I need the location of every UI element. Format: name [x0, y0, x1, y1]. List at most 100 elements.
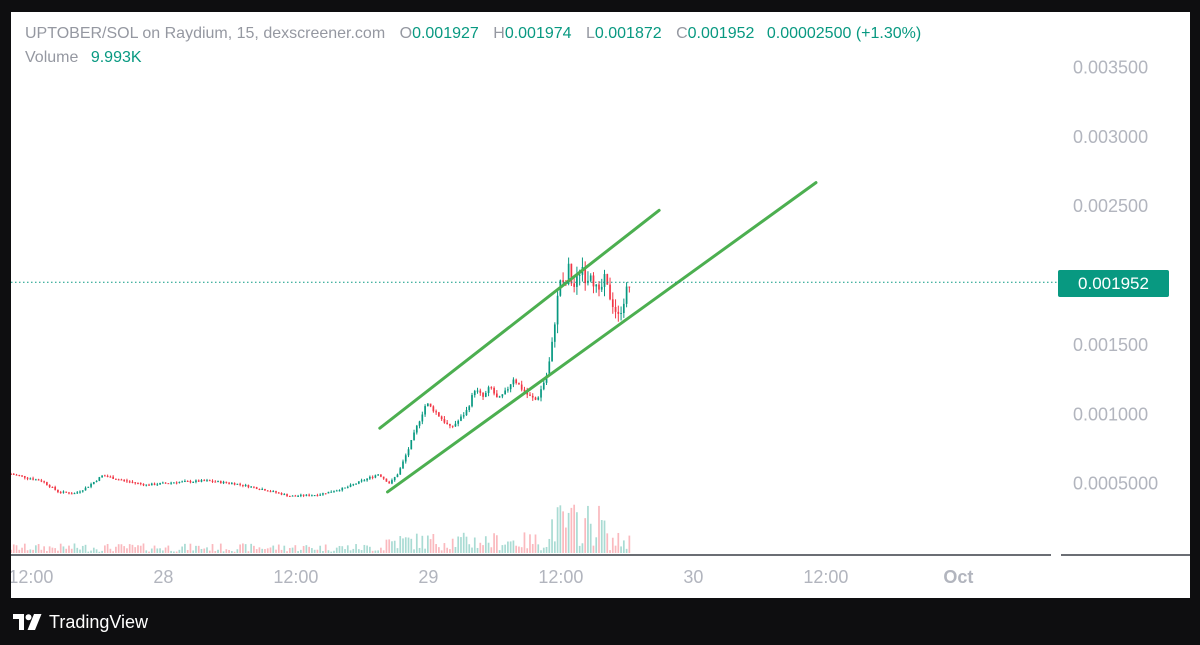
- volume-bar: [576, 512, 578, 553]
- candle-body: [512, 379, 515, 385]
- volume-bar: [534, 534, 537, 553]
- volume-bar: [92, 547, 95, 553]
- candle-body: [23, 476, 26, 478]
- volume-layer: [11, 504, 631, 553]
- volume-bar: [509, 541, 512, 553]
- candle-layer: [11, 257, 631, 498]
- candle-body: [457, 420, 460, 424]
- candle-body: [338, 490, 341, 492]
- candle-body: [333, 491, 335, 493]
- volume-bar: [628, 535, 631, 553]
- candle-body: [421, 414, 424, 422]
- candle-body: [128, 481, 131, 483]
- candle-body: [302, 494, 305, 496]
- volume-bar: [374, 550, 377, 553]
- candle-body: [170, 482, 172, 484]
- volume-bar: [487, 542, 490, 553]
- volume-bar: [217, 549, 219, 553]
- candle-body: [617, 311, 620, 314]
- volume-bar: [51, 547, 54, 553]
- tradingview-brand[interactable]: TradingView: [13, 610, 148, 634]
- volume-bar: [385, 539, 388, 553]
- candle-body: [529, 394, 531, 396]
- volume-bar: [523, 532, 526, 553]
- candle-body: [76, 492, 79, 494]
- volume-bar: [43, 546, 45, 553]
- volume-bar: [468, 544, 471, 553]
- volume-bar: [377, 550, 380, 553]
- volume-bar: [184, 543, 186, 553]
- volume-bar: [23, 543, 26, 553]
- candle-body: [203, 480, 206, 482]
- candle-body: [393, 477, 396, 481]
- volume-bar: [222, 551, 225, 553]
- volume-bar: [37, 544, 40, 553]
- candle-body: [117, 479, 120, 481]
- volume-bar: [73, 543, 76, 553]
- volume-bar: [327, 550, 330, 553]
- candle-body: [95, 480, 98, 482]
- volume-bar: [65, 548, 68, 553]
- candle-body: [255, 487, 258, 489]
- volume-bar: [592, 545, 595, 553]
- volume-bar: [526, 548, 529, 553]
- volume-bar: [117, 544, 120, 553]
- volume-bar: [482, 545, 484, 553]
- volume-bar: [424, 548, 426, 553]
- candle-body: [311, 495, 313, 497]
- volume-bar: [57, 550, 59, 553]
- volume-bar: [324, 544, 327, 553]
- volume-bar: [269, 547, 272, 553]
- volume-bar: [581, 543, 584, 553]
- volume-bar: [161, 550, 164, 553]
- volume-bar: [128, 544, 131, 553]
- volume-bar: [126, 548, 128, 553]
- candle-body: [34, 479, 37, 481]
- volume-bar: [570, 507, 573, 553]
- candle-body: [498, 396, 501, 398]
- volume-bar: [250, 543, 253, 553]
- candle-body: [189, 481, 192, 483]
- candle-body: [178, 481, 181, 483]
- candle-body: [242, 484, 244, 486]
- volume-bar: [81, 545, 84, 553]
- candle-body: [21, 475, 23, 477]
- candle-body: [363, 480, 366, 482]
- candle-body: [62, 491, 65, 493]
- close-value: 0.001952: [687, 25, 755, 42]
- candle-body: [451, 425, 454, 427]
- volume-bar: [189, 543, 192, 553]
- volume-bar: [283, 545, 286, 553]
- volume-bar: [170, 550, 172, 553]
- candle-body: [413, 432, 415, 440]
- volume-bar: [388, 539, 391, 553]
- volume-bar: [335, 547, 338, 553]
- volume-bar: [426, 535, 429, 553]
- volume-bar: [178, 549, 181, 553]
- time-axis-label: Oct: [943, 567, 973, 587]
- volume-bar: [230, 551, 233, 553]
- candle-body: [402, 461, 404, 469]
- tradingview-logo-icon: [13, 614, 42, 630]
- volume-bar: [197, 545, 200, 553]
- volume-bar: [429, 539, 432, 553]
- candle-body: [515, 379, 518, 384]
- open-label: O: [399, 25, 413, 42]
- volume-bar: [600, 520, 603, 553]
- candle-body: [567, 263, 570, 284]
- volume-bar: [98, 551, 101, 553]
- volume-bar: [435, 544, 437, 553]
- candle-body: [614, 307, 617, 312]
- volume-bar: [244, 544, 247, 553]
- price-axis-label: 0.001000: [1073, 404, 1148, 424]
- volume-bar: [258, 547, 261, 553]
- candle-body: [98, 477, 101, 481]
- candle-body: [537, 397, 540, 400]
- volume-bar: [473, 537, 476, 553]
- volume-bar: [606, 533, 609, 553]
- last-price-tag: 0.001952: [1058, 270, 1169, 297]
- volume-bar: [507, 541, 509, 553]
- candle-body: [186, 480, 189, 482]
- chart-canvas[interactable]: 0.003500 0.003000 0.002500 0.001500 0.001000…: [11, 12, 1190, 598]
- candle-body: [609, 284, 611, 300]
